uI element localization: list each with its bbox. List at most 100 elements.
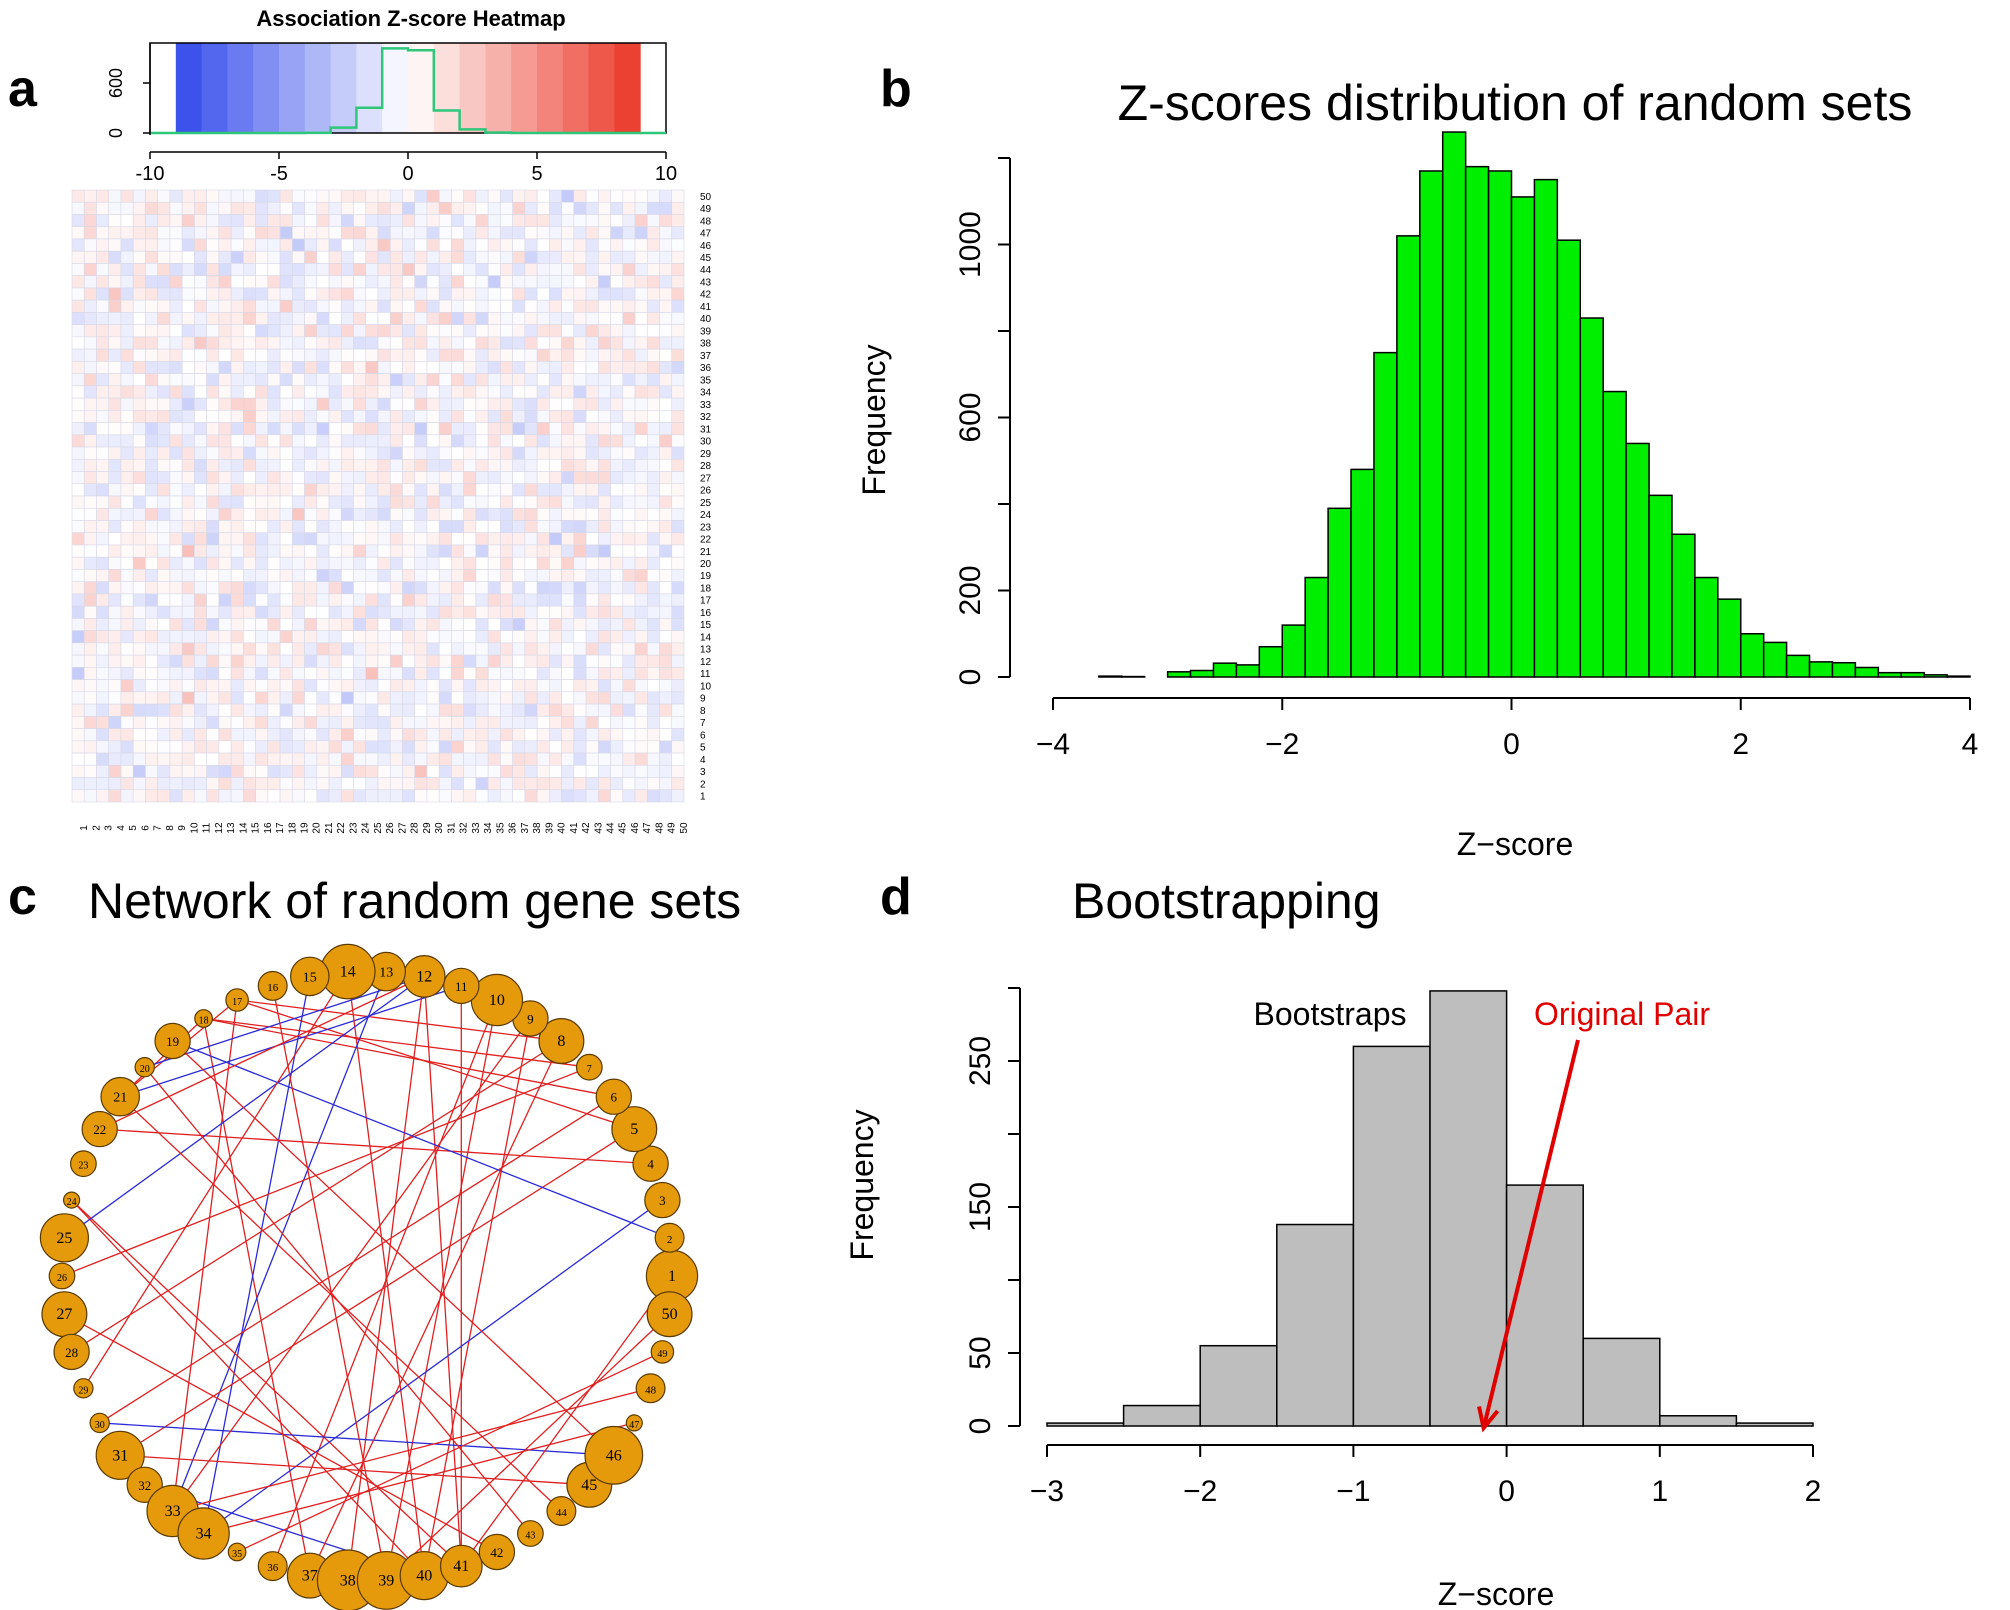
heatmap-cell — [524, 483, 538, 497]
heatmap-cell — [622, 189, 636, 203]
heatmap-cell — [267, 544, 281, 558]
heatmap-cell — [426, 263, 440, 276]
heatmap-cell — [549, 691, 562, 705]
heatmap-cell — [243, 642, 256, 656]
heatmap-cell — [255, 446, 269, 460]
heatmap-cell — [622, 250, 636, 264]
heatmap-cell — [377, 630, 391, 644]
heatmap-cell — [328, 287, 342, 301]
heatmap-cell — [96, 691, 110, 705]
heatmap-cell — [487, 789, 501, 803]
heatmap-cell — [463, 532, 477, 546]
heatmap-cell — [157, 263, 171, 276]
heatmap-col-label: 38 — [532, 822, 543, 834]
heatmap-row-label: 48 — [700, 216, 712, 227]
heatmap-cell — [512, 250, 526, 264]
heatmap-cell — [426, 336, 440, 350]
heatmap-cell — [622, 691, 636, 705]
heatmap-cell — [634, 764, 648, 778]
network-node-label: 19 — [166, 1034, 179, 1049]
network-edge — [172, 1040, 670, 1239]
heatmap-cell — [487, 324, 501, 338]
heatmap-cell — [438, 495, 452, 509]
heatmap-cell — [169, 299, 183, 313]
heatmap-cell — [512, 373, 526, 387]
heatmap-cell — [512, 361, 526, 374]
heatmap-cell — [475, 458, 489, 472]
heatmap-cell — [304, 471, 318, 485]
heatmap-cell — [328, 226, 342, 240]
heatmap-cell — [353, 250, 367, 264]
heatmap-cell — [377, 397, 391, 411]
heatmap-cell — [598, 728, 611, 742]
heatmap-cell — [487, 764, 501, 778]
heatmap-cell — [365, 520, 379, 534]
heatmap-cell — [377, 312, 391, 325]
heatmap-cell — [622, 728, 636, 742]
heatmap-cell — [585, 238, 599, 252]
heatmap-cell — [512, 716, 526, 729]
heatmap-cell — [414, 324, 428, 338]
heatmap-cell — [218, 581, 232, 595]
heatmap-cell — [230, 593, 244, 607]
heatmap-cell — [267, 263, 281, 276]
heatmap-cell — [328, 630, 342, 644]
heatmap-cell — [451, 422, 464, 436]
heatmap-cell — [230, 312, 244, 325]
y-tick-label: 250 — [964, 1036, 997, 1086]
heatmap-cell — [316, 667, 330, 680]
heatmap-cell — [561, 789, 575, 803]
heatmap-cell — [316, 679, 330, 693]
heatmap-cell — [475, 605, 489, 619]
heatmap-cell — [598, 777, 611, 791]
heatmap-cell — [402, 410, 416, 423]
heatmap-cell — [475, 189, 489, 203]
heatmap-cell — [598, 752, 611, 766]
network-node — [517, 1520, 544, 1547]
heatmap-cell — [279, 495, 293, 509]
heatmap-cell — [438, 373, 452, 387]
heatmap-cell — [659, 556, 673, 570]
heatmap-cell — [83, 422, 97, 436]
heatmap-cell — [71, 336, 85, 350]
heatmap-cell — [671, 287, 685, 301]
heatmap-cell — [108, 397, 122, 411]
heatmap-cell — [304, 691, 318, 705]
heatmap-cell — [634, 630, 648, 644]
heatmap-cell — [206, 410, 220, 423]
heatmap-cell — [671, 532, 685, 546]
network-edge — [236, 999, 635, 1130]
heatmap-cell — [365, 336, 379, 350]
network-node — [227, 1542, 247, 1562]
heatmap-cell — [169, 373, 183, 387]
heatmap-cell — [475, 397, 489, 411]
heatmap-cell — [279, 226, 293, 240]
heatmap-cell — [426, 752, 440, 766]
heatmap-cell — [549, 446, 562, 460]
heatmap-cell — [634, 214, 648, 228]
heatmap-cell — [438, 214, 452, 228]
heatmap-cell — [585, 275, 599, 289]
heatmap-cell — [610, 250, 624, 264]
heatmap-cell — [206, 593, 220, 607]
heatmap-cell — [512, 397, 526, 411]
heatmap-cell — [230, 385, 244, 399]
heatmap-cell — [659, 471, 673, 485]
heatmap-cell — [340, 654, 354, 668]
heatmap-cell — [108, 373, 122, 387]
heatmap-cell — [598, 458, 611, 472]
heatmap-cell — [549, 605, 562, 619]
heatmap-cell — [634, 250, 648, 264]
heatmap-cell — [536, 556, 550, 570]
heatmap-cell — [389, 654, 403, 668]
heatmap-cell — [573, 250, 587, 264]
heatmap-cell — [218, 667, 232, 680]
heatmap-cell — [598, 691, 611, 705]
heatmap-cell — [218, 336, 232, 350]
heatmap-cell — [328, 373, 342, 387]
heatmap-cell — [402, 605, 416, 619]
heatmap-cell — [377, 446, 391, 460]
heatmap-cell — [365, 654, 379, 668]
heatmap-cell — [145, 691, 158, 705]
heatmap-row-label: 35 — [700, 375, 712, 386]
